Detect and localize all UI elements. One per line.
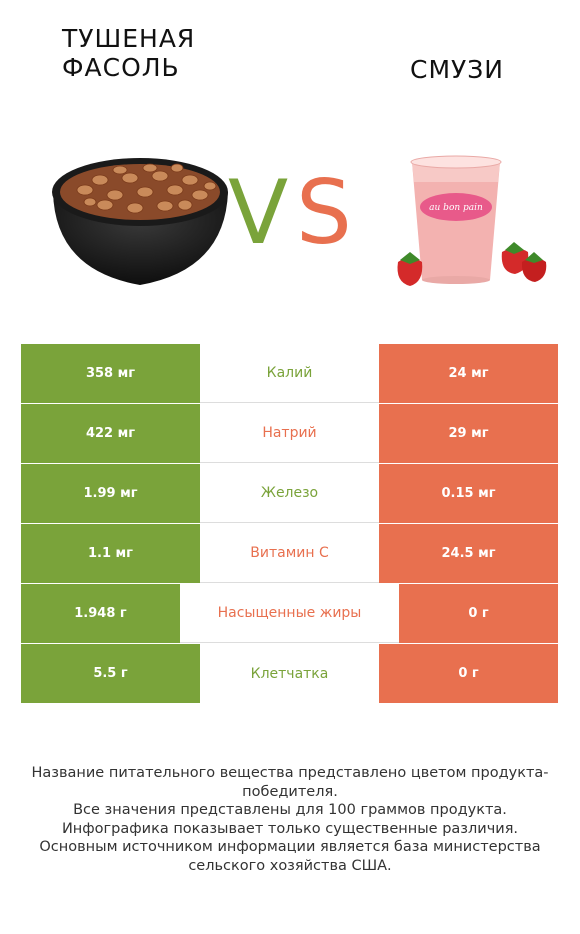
right-value: 24.5 мг	[379, 524, 558, 583]
nutrient-label: Насыщенные жиры	[180, 584, 399, 643]
nutrient-label: Калий	[200, 344, 379, 403]
table-row: 1.99 мг Железо 0.15 мг	[21, 464, 558, 523]
left-value: 358 мг	[21, 344, 200, 403]
footer-notes: Название питательного вещества представл…	[20, 764, 560, 875]
smoothie-cup-image: au bon pain	[397, 155, 547, 286]
left-product-title: ТУШЕНАЯ ФАСОЛЬ	[62, 24, 196, 82]
vs-letter-v: V	[228, 161, 289, 264]
comparison-table: 358 мг Калий 24 мг 422 мг Натрий 29 мг 1…	[21, 344, 558, 704]
right-product-title: СМУЗИ	[410, 55, 504, 84]
left-value: 1.948 г	[21, 584, 180, 643]
left-value: 5.5 г	[21, 644, 200, 703]
footer-line: Основным источником информации является …	[39, 839, 541, 874]
footer-line: Инфографика показывает только существенн…	[61, 820, 519, 837]
right-value: 24 мг	[379, 344, 558, 403]
left-value: 1.99 мг	[21, 464, 200, 523]
table-row: 358 мг Калий 24 мг	[21, 344, 558, 403]
right-value: 29 мг	[379, 404, 558, 463]
beans-bowl-image	[52, 158, 228, 285]
table-row: 5.5 г Клетчатка 0 г	[21, 644, 558, 703]
right-value: 0.15 мг	[379, 464, 558, 523]
cup-brand-text: au bon pain	[429, 203, 483, 213]
strawberry-icon	[397, 252, 423, 286]
table-row: 1.948 г Насыщенные жиры 0 г	[21, 584, 558, 643]
nutrient-label: Витамин C	[200, 524, 379, 583]
table-row: 1.1 мг Витамин C 24.5 мг	[21, 524, 558, 583]
footer-line: Название питательного вещества представл…	[31, 765, 549, 800]
left-value: 422 мг	[21, 404, 200, 463]
nutrient-label: Железо	[200, 464, 379, 523]
vs-letter-s: S	[296, 161, 352, 264]
table-row: 422 мг Натрий 29 мг	[21, 404, 558, 463]
right-value: 0 г	[399, 584, 558, 643]
nutrient-label: Натрий	[200, 404, 379, 463]
right-value: 0 г	[379, 644, 558, 703]
left-value: 1.1 мг	[21, 524, 200, 583]
nutrient-label: Клетчатка	[200, 644, 379, 703]
footer-line: Все значения представлены для 100 граммо…	[73, 802, 507, 818]
